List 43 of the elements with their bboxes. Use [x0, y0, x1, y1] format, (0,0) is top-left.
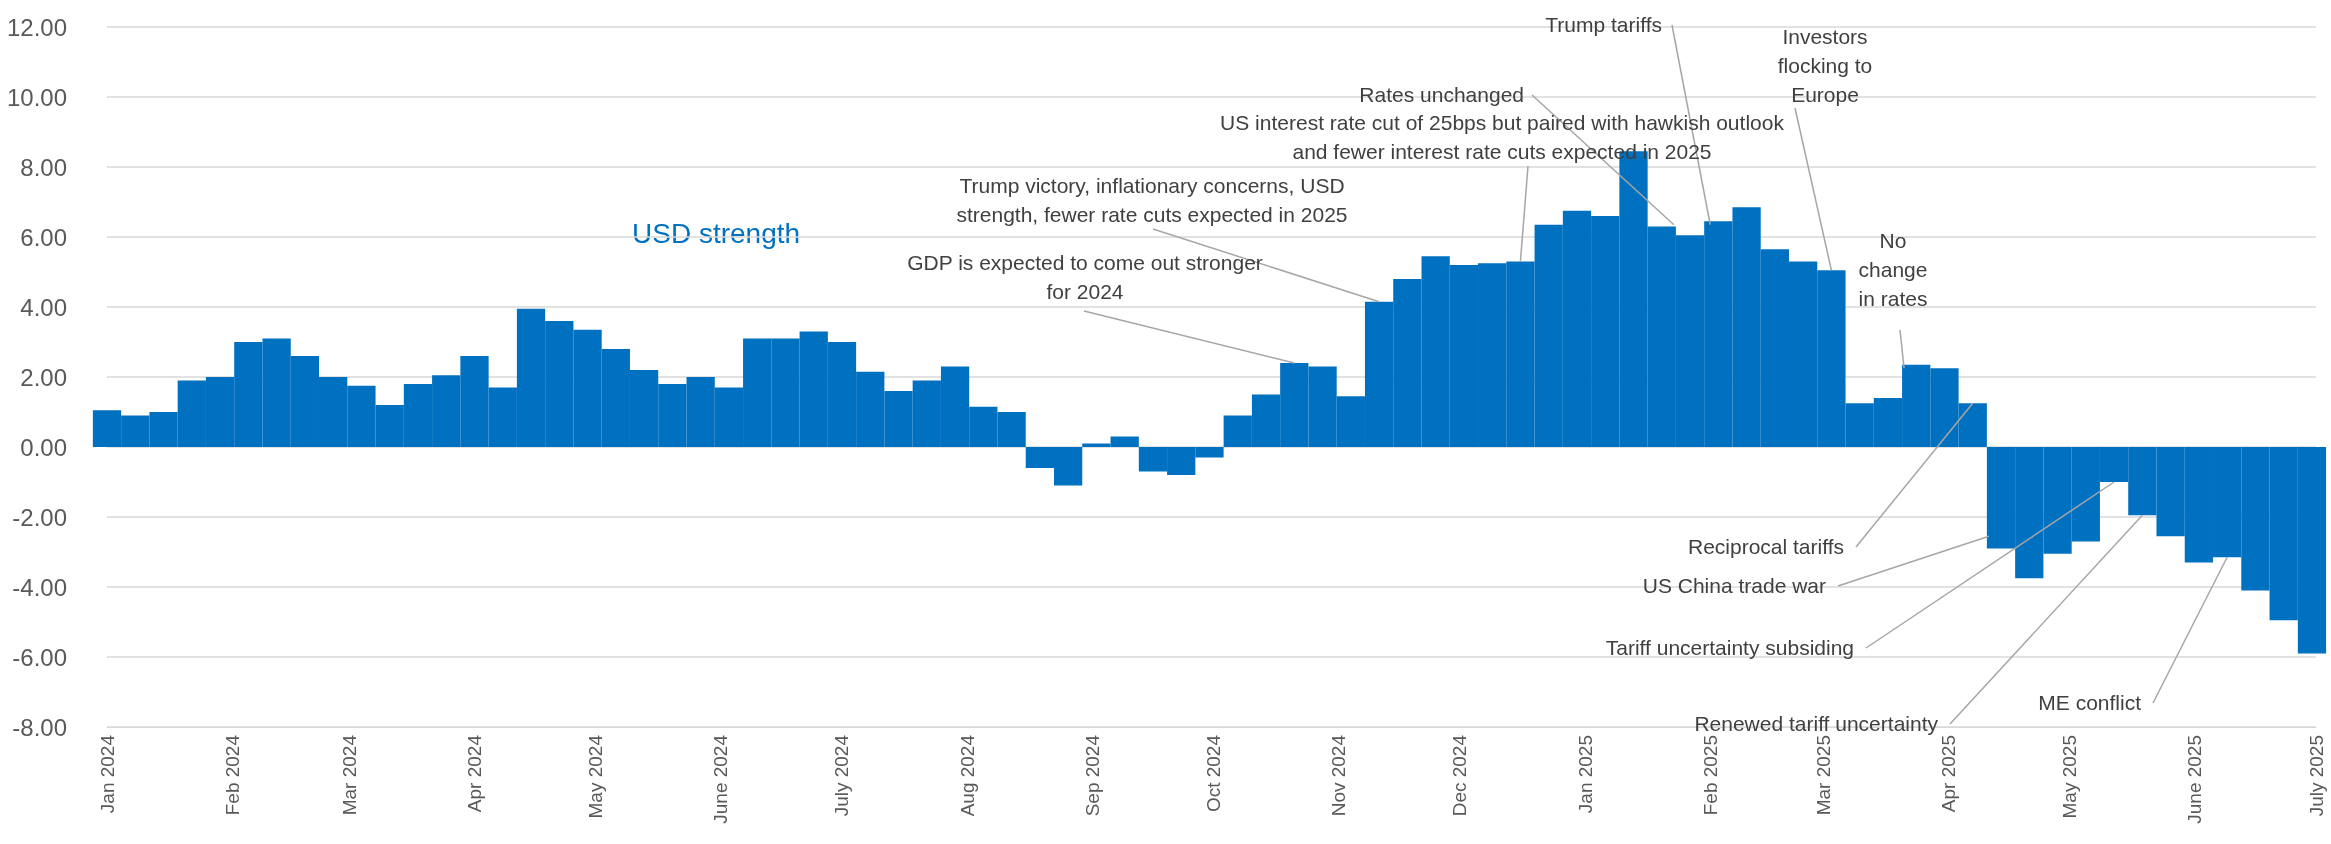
x-tick-label: Nov 2024	[1328, 734, 1350, 817]
x-tick-label: Feb 2025	[1699, 735, 1721, 816]
annotation: US China trade war	[1642, 574, 1826, 597]
x-tick-label: Jan 2025	[1574, 735, 1596, 814]
y-tick-label: -8.00	[12, 713, 67, 741]
y-tick-label: 8.00	[20, 153, 67, 181]
annotation: Renewed tariff uncertainty	[1694, 712, 1939, 735]
x-tick-label: Oct 2024	[1203, 734, 1225, 813]
x-tick-label: July 2024	[831, 734, 853, 817]
y-tick-label: -4.00	[12, 573, 67, 601]
annotation: Reciprocal tariffs	[1687, 535, 1844, 558]
x-tick-label: Aug 2024	[956, 734, 978, 817]
y-tick-label: 12.00	[6, 13, 67, 41]
x-tick-label: Apr 2024	[463, 734, 485, 813]
y-tick-label: 2.00	[20, 363, 67, 391]
y-tick-label: 4.00	[20, 293, 67, 321]
x-tick-label: July 2025	[2305, 735, 2327, 817]
y-tick-label: 0.00	[20, 433, 67, 461]
annotation: ME conflict	[2038, 691, 2142, 714]
y-tick-label: -6.00	[12, 643, 67, 671]
y-tick-label: 10.00	[6, 83, 67, 111]
annotation: Rates unchanged	[1359, 83, 1524, 106]
x-tick-label: Sep 2024	[1081, 734, 1103, 817]
x-tick-label: May 2025	[2059, 735, 2081, 819]
x-tick-label: Mar 2025	[1812, 735, 1834, 816]
annotation: US interest rate cut of 25bps but paired with hawkish outlook and fewer interest rate cuts expected in 2025	[1220, 111, 1785, 163]
y-tick-label: 6.00	[20, 223, 67, 251]
x-tick-label: May 2024	[585, 734, 607, 819]
annotation: Tariff uncertainty subsiding	[1605, 636, 1854, 659]
x-tick-label: Mar 2024	[338, 734, 360, 816]
y-tick-label: -2.00	[12, 503, 67, 531]
text: USD strength	[632, 217, 801, 249]
x-tick-label: Dec 2024	[1449, 734, 1471, 817]
x-tick-label: Apr 2025	[1938, 735, 1960, 813]
x-tick-label: June 2025	[2184, 735, 2206, 824]
annotation: GDP is expected to come out stronger for 2024	[907, 251, 1263, 303]
x-tick-label: Feb 2024	[221, 734, 243, 816]
x-tick-label: Jan 2024	[96, 734, 118, 814]
annotation: Investors flocking to Europe	[1777, 25, 1873, 106]
annotation: Trump victory, inflationary concerns, USD strength, fewer rate cuts expected in 2025	[956, 174, 1348, 226]
annotation: Trump tariffs	[1545, 13, 1662, 36]
x-tick-label: June 2024	[710, 734, 732, 824]
annotation: No change in rates	[1858, 229, 1928, 310]
